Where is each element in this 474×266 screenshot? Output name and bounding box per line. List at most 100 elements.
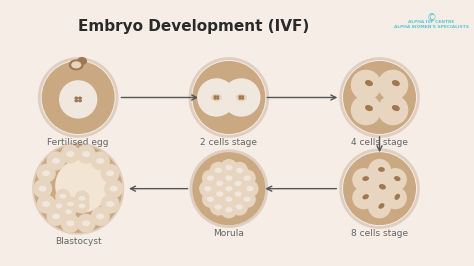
Ellipse shape bbox=[226, 197, 232, 201]
Circle shape bbox=[220, 190, 237, 208]
Circle shape bbox=[343, 61, 416, 134]
Circle shape bbox=[352, 186, 375, 209]
Ellipse shape bbox=[363, 177, 368, 180]
Ellipse shape bbox=[237, 94, 246, 101]
Ellipse shape bbox=[235, 192, 241, 196]
Circle shape bbox=[231, 198, 248, 215]
Ellipse shape bbox=[226, 166, 232, 169]
Circle shape bbox=[192, 152, 265, 225]
Ellipse shape bbox=[53, 214, 59, 219]
Ellipse shape bbox=[75, 97, 77, 99]
Circle shape bbox=[202, 169, 219, 187]
Circle shape bbox=[33, 179, 52, 198]
Circle shape bbox=[241, 180, 259, 197]
Ellipse shape bbox=[68, 202, 73, 206]
Text: Blastocyst: Blastocyst bbox=[55, 237, 101, 246]
Ellipse shape bbox=[363, 195, 368, 199]
Circle shape bbox=[46, 151, 65, 171]
Circle shape bbox=[38, 57, 118, 138]
Ellipse shape bbox=[78, 58, 86, 64]
Ellipse shape bbox=[97, 214, 104, 219]
Ellipse shape bbox=[75, 100, 77, 102]
Circle shape bbox=[104, 179, 123, 198]
Ellipse shape bbox=[392, 81, 399, 85]
Circle shape bbox=[210, 198, 227, 215]
Circle shape bbox=[222, 78, 261, 117]
Circle shape bbox=[238, 190, 256, 208]
Circle shape bbox=[74, 198, 90, 214]
Ellipse shape bbox=[82, 152, 90, 156]
Ellipse shape bbox=[79, 97, 81, 99]
Ellipse shape bbox=[53, 159, 59, 163]
Ellipse shape bbox=[214, 98, 216, 99]
Circle shape bbox=[55, 159, 109, 213]
Circle shape bbox=[220, 180, 237, 197]
Ellipse shape bbox=[366, 81, 372, 85]
Circle shape bbox=[197, 78, 236, 117]
Ellipse shape bbox=[239, 98, 241, 99]
Circle shape bbox=[220, 201, 237, 218]
Circle shape bbox=[220, 159, 237, 176]
Ellipse shape bbox=[67, 152, 73, 156]
Circle shape bbox=[100, 164, 120, 183]
Ellipse shape bbox=[214, 96, 216, 97]
Circle shape bbox=[384, 186, 407, 209]
Ellipse shape bbox=[107, 171, 114, 175]
Circle shape bbox=[34, 144, 122, 233]
Circle shape bbox=[191, 60, 266, 135]
Circle shape bbox=[32, 143, 124, 235]
Ellipse shape bbox=[226, 176, 232, 180]
Text: ALPHA IVF CENTRE: ALPHA IVF CENTRE bbox=[408, 20, 455, 24]
Circle shape bbox=[100, 194, 120, 214]
Ellipse shape bbox=[247, 187, 253, 190]
Circle shape bbox=[59, 80, 97, 119]
Circle shape bbox=[55, 189, 71, 204]
Ellipse shape bbox=[395, 194, 399, 199]
Ellipse shape bbox=[97, 159, 104, 163]
Ellipse shape bbox=[79, 204, 85, 208]
Ellipse shape bbox=[379, 168, 384, 171]
Ellipse shape bbox=[39, 186, 46, 191]
Ellipse shape bbox=[244, 176, 250, 180]
Circle shape bbox=[342, 60, 417, 135]
Ellipse shape bbox=[226, 208, 232, 212]
Circle shape bbox=[192, 61, 265, 134]
Circle shape bbox=[199, 180, 216, 197]
Circle shape bbox=[229, 175, 246, 192]
Text: Embryo Development (IVF): Embryo Development (IVF) bbox=[78, 19, 309, 34]
Circle shape bbox=[61, 144, 80, 164]
Circle shape bbox=[61, 214, 80, 233]
Ellipse shape bbox=[72, 62, 81, 68]
Text: Fertilised egg: Fertilised egg bbox=[47, 138, 109, 147]
Circle shape bbox=[351, 95, 382, 125]
Circle shape bbox=[76, 214, 96, 233]
Circle shape bbox=[343, 152, 416, 225]
Ellipse shape bbox=[211, 94, 221, 101]
Circle shape bbox=[74, 190, 90, 206]
Ellipse shape bbox=[79, 197, 85, 200]
Circle shape bbox=[76, 144, 96, 164]
Ellipse shape bbox=[379, 204, 384, 208]
Ellipse shape bbox=[237, 168, 242, 172]
Ellipse shape bbox=[242, 96, 244, 97]
Ellipse shape bbox=[226, 187, 232, 190]
Ellipse shape bbox=[43, 171, 50, 175]
Ellipse shape bbox=[217, 181, 223, 185]
Circle shape bbox=[229, 185, 246, 203]
Circle shape bbox=[210, 162, 227, 179]
Circle shape bbox=[91, 151, 110, 171]
Ellipse shape bbox=[67, 221, 73, 226]
Ellipse shape bbox=[110, 186, 117, 191]
Circle shape bbox=[384, 168, 407, 191]
Ellipse shape bbox=[208, 197, 213, 201]
Ellipse shape bbox=[107, 202, 114, 206]
Ellipse shape bbox=[215, 205, 221, 209]
Circle shape bbox=[378, 95, 408, 125]
Circle shape bbox=[36, 164, 56, 183]
Ellipse shape bbox=[66, 210, 71, 213]
Circle shape bbox=[189, 57, 269, 138]
Ellipse shape bbox=[244, 197, 250, 201]
Text: ALPHA WOMEN'S SPECIALISTS: ALPHA WOMEN'S SPECIALISTS bbox=[394, 24, 469, 28]
Circle shape bbox=[231, 162, 248, 179]
Circle shape bbox=[339, 57, 420, 138]
